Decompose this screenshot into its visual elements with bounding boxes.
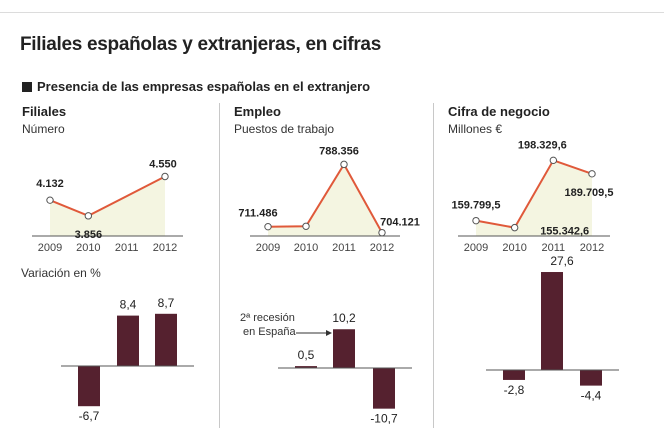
panel-unit-cifra: Millones € — [448, 122, 503, 136]
data-point — [46, 196, 54, 204]
data-label: 159.799,5 — [452, 200, 501, 212]
x-tick-label: 2011 — [542, 242, 566, 254]
data-point — [472, 216, 480, 225]
x-tick-label: 2012 — [153, 242, 177, 254]
x-tick-label: 2012 — [580, 242, 604, 254]
panel-title-cifra: Cifra de negocio — [448, 104, 550, 119]
panel-unit-empleo: Puestos de trabajo — [234, 122, 335, 136]
section-subtitle: Presencia de las empresas españolas en e… — [22, 79, 370, 94]
data-point — [510, 223, 519, 232]
bar-value-label: 10,2 — [332, 311, 356, 325]
line-area-fill — [476, 160, 592, 236]
data-point — [264, 222, 272, 231]
bar-value-label: -6,7 — [79, 409, 100, 423]
x-tick-label: 2009 — [464, 242, 488, 254]
x-tick-label: 2009 — [38, 242, 62, 254]
bar — [503, 370, 525, 380]
x-tick-label: 2011 — [332, 242, 356, 254]
data-label: 189.709,5 — [565, 187, 614, 199]
data-point — [549, 156, 558, 165]
x-tick-label: 2012 — [370, 242, 394, 254]
bar-value-label: -2,8 — [504, 383, 525, 397]
data-point — [588, 170, 596, 178]
data-label: 788.356 — [319, 145, 359, 157]
page-title: Filiales españolas y extranjeras, en cif… — [20, 34, 381, 55]
data-point — [84, 212, 93, 220]
bar-value-label: 27,6 — [550, 254, 574, 268]
data-label: 704.121 — [380, 217, 420, 229]
data-label: 3.856 — [75, 229, 103, 241]
annotation-text: 2ª recesión — [240, 312, 295, 324]
data-point — [378, 228, 386, 237]
panel-divider — [433, 103, 434, 428]
x-tick-label: 2010 — [502, 242, 526, 254]
bar — [373, 368, 395, 409]
series-line — [475, 159, 593, 229]
data-label: 711.486 — [238, 208, 277, 220]
data-point — [340, 160, 348, 169]
bar-value-label: 8,7 — [158, 296, 175, 310]
variation-label: Variación en % — [21, 266, 101, 280]
bar — [541, 272, 563, 370]
bar — [333, 329, 355, 368]
x-tick-label: 2011 — [115, 242, 139, 254]
panel-title-filiales: Filiales — [22, 104, 67, 119]
square-bullet-icon — [22, 82, 32, 92]
data-label: 198.329,6 — [518, 139, 567, 151]
x-tick-label: 2010 — [294, 242, 318, 254]
panel-unit-filiales: Número — [22, 122, 65, 136]
x-tick-label: 2010 — [76, 242, 100, 254]
bar — [580, 370, 602, 386]
bar-value-label: -10,7 — [370, 412, 398, 426]
data-point — [161, 172, 169, 181]
bar-value-label: 0,5 — [298, 348, 315, 362]
annotation-text: en España — [243, 326, 296, 338]
bar — [78, 366, 100, 407]
subtitle-text: Presencia de las empresas españolas en e… — [37, 79, 371, 94]
top-rule — [0, 12, 664, 13]
panel-title-empleo: Empleo — [234, 104, 281, 119]
bar — [117, 315, 139, 366]
data-label: 4.132 — [36, 178, 64, 190]
bar-value-label: -4,4 — [581, 389, 602, 403]
annotation-arrowhead-icon — [326, 330, 332, 336]
series-line — [267, 162, 383, 234]
data-label: 4.550 — [149, 159, 177, 171]
bar — [155, 313, 177, 366]
x-tick-label: 2009 — [256, 242, 280, 254]
data-label: 155.342,6 — [540, 226, 589, 238]
data-point — [302, 222, 310, 230]
bar-value-label: 8,4 — [120, 298, 137, 312]
bar — [295, 366, 317, 369]
panel-divider — [219, 103, 220, 428]
